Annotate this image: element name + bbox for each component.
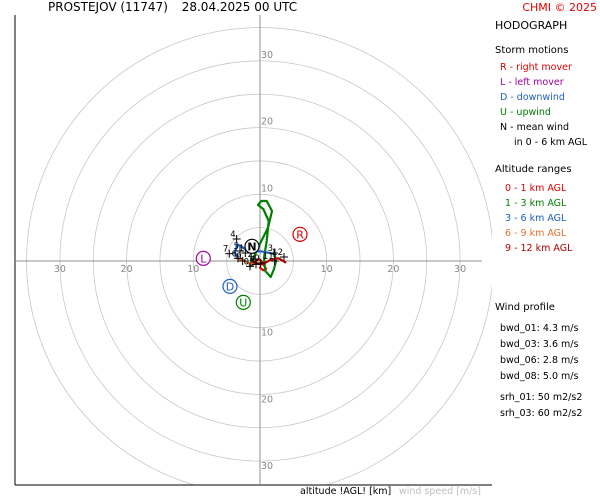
storm-motion-entry-3: U - upwind [500, 107, 551, 118]
altitude-label-1: 1 [239, 244, 244, 254]
altitude-label-12: 12 [272, 248, 283, 258]
altitude-label-2: 2 [248, 250, 253, 260]
station-name: PROSTEJOV (11747) [48, 0, 168, 14]
tick-label-north-30: 30 [261, 50, 273, 61]
storm-motion-marker-U [235, 294, 251, 310]
altitude-label-5: 5 [234, 242, 239, 252]
altitude-ranges-legend: 0 - 1 km AGL 1 - 3 km AGL 3 - 6 km AGL 6 - … [495, 181, 600, 256]
storm-motions-note: in 0 - 6 km AGL [514, 137, 588, 148]
bulk-shear-entry-0: bwd_01: 4.3 m/s [500, 323, 579, 334]
tick-label-east-10: 10 [321, 264, 333, 275]
hodograph-title: HODOGRAPH [495, 19, 568, 32]
wind-speed-unit-label: wind speed [m/s] [399, 486, 482, 497]
storm-motion-entry-1: L - left mover [500, 77, 564, 88]
helicity-entry-0: srh_01: 50 m2/s2 [500, 392, 583, 403]
tick-label-north-10: 10 [261, 183, 273, 194]
tick-label-east-30: 30 [454, 264, 466, 275]
altitude-range-entry-1: 1 - 3 km AGL [505, 198, 567, 209]
tick-label-west-30: 30 [54, 264, 66, 275]
hodograph-segment-4 [253, 257, 287, 266]
altitude-label-4: 4 [230, 230, 235, 240]
helicity-list: srh_01: 50 m2/s2 srh_03: 60 m2/s2 [495, 390, 600, 422]
helicity-entry-1: srh_03: 60 m2/s2 [500, 408, 583, 419]
bulk-shear-list: bwd_01: 4.3 m/s bwd_03: 3.6 m/s bwd_06: 2.… [495, 321, 600, 385]
storm-motion-marker-R [292, 226, 308, 242]
bulk-shear-entry-3: bwd_08: 5.0 m/s [500, 371, 579, 382]
storm-motions-legend: R - right mover L - left mover D - downwin… [495, 60, 600, 135]
bulk-shear-entry-1: bwd_03: 3.6 m/s [500, 339, 579, 350]
bulk-shear-entry-2: bwd_06: 2.8 m/s [500, 355, 579, 366]
storm-motion-label-R: R [296, 228, 304, 241]
storm-motion-entry-4: N - mean wind [500, 122, 569, 133]
storm-motion-marker-L [195, 250, 211, 266]
storm-motion-marker-N [244, 238, 260, 254]
altitude-range-entry-3: 6 - 9 km AGL [505, 228, 567, 239]
altitude-label-0: 0 [244, 257, 249, 267]
altitude-label-10: 10 [249, 254, 260, 264]
altitude-range-entry-4: 9 - 12 km AGL [505, 243, 573, 254]
legend-panel: HODOGRAPH Storm motions R - right mover L… [495, 18, 600, 422]
tick-label-south-20: 20 [261, 394, 273, 405]
hodograph-segment-1 [248, 199, 278, 279]
altitude-label-6: 6 [232, 249, 237, 259]
altitude-label-3: 3 [268, 244, 273, 254]
altitude-unit-label: altitude !AGL! [km] [300, 486, 392, 497]
altitude-label-9: 9 [236, 252, 241, 262]
altitude-range-entry-2: 3 - 6 km AGL [505, 213, 567, 224]
wind-profile-heading: Wind profile [495, 302, 555, 313]
copyright-label: CHMI © 2025 [522, 1, 597, 14]
hodograph-segment-3 [236, 257, 256, 265]
altitude-range-entry-0: 0 - 1 km AGL [505, 183, 567, 194]
sounding-datetime: 28.04.2025 00 UTC [181, 0, 298, 14]
storm-motion-label-D: D [226, 280, 234, 293]
tick-label-west-20: 20 [121, 264, 133, 275]
storm-motions-heading: Storm motions [495, 45, 569, 56]
tick-label-north-20: 20 [261, 117, 273, 128]
storm-motion-label-U: U [239, 296, 247, 309]
storm-motion-marker-D [222, 278, 238, 294]
tick-label-east-20: 20 [387, 264, 399, 275]
tick-label-south-30: 30 [261, 461, 273, 472]
altitude-label-8: 8 [250, 255, 255, 265]
altitude-label-7: 7 [223, 245, 228, 255]
storm-motion-entry-0: R - right mover [500, 62, 572, 73]
altitude-label-11: 11 [263, 252, 274, 262]
storm-motion-label-N: N [247, 240, 256, 253]
tick-label-west-10: 10 [187, 264, 199, 275]
storm-motion-entry-2: D - downwind [500, 92, 565, 103]
storm-motion-label-L: L [200, 252, 207, 265]
tick-label-south-10: 10 [261, 328, 273, 339]
station-title: PROSTEJOV (11747) 28.04.2025 00 UTC [48, 0, 297, 14]
altitude-ranges-heading: Altitude ranges [495, 164, 572, 175]
